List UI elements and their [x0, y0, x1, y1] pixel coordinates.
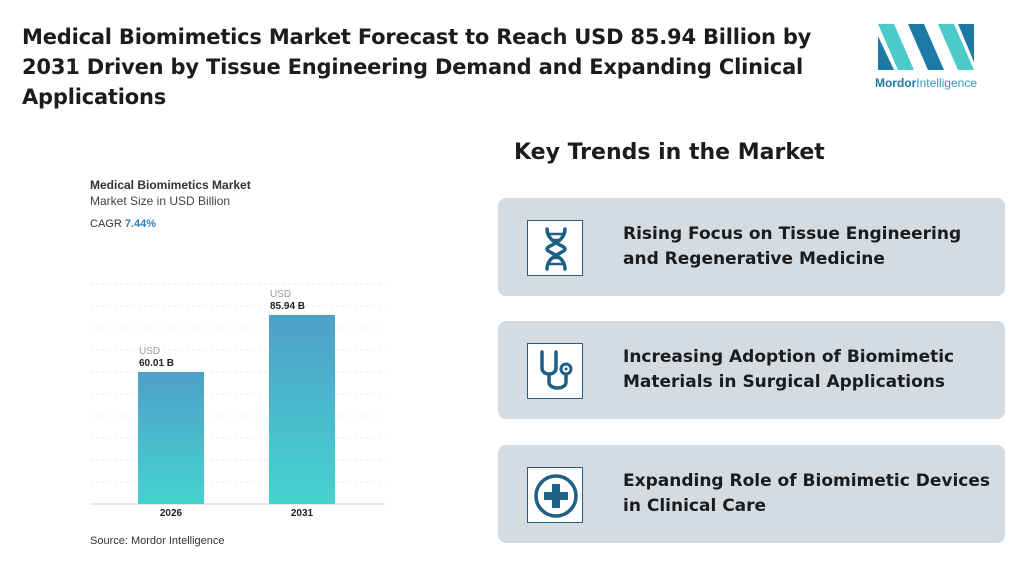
trend-text-3: Expanding Role of Biomimetic Devices in …: [623, 471, 991, 516]
cagr-label-text: CAGR: [90, 218, 122, 230]
trend-text-2: Increasing Adoption of Biomimetic Materi…: [623, 347, 955, 392]
bar-2031: [269, 314, 335, 504]
trend-card-tissue-engineering: Rising Focus on Tissue Engineering and R…: [498, 198, 1005, 296]
trend-text-1: Rising Focus on Tissue Engineering and R…: [623, 224, 962, 269]
value-prefix-2026: USD: [139, 346, 160, 357]
x-tick-label-2026: 2026: [160, 508, 183, 519]
mordor-intelligence-logo: MordorIntelligence: [866, 20, 986, 94]
trends-title: Key Trends in the Market: [514, 140, 825, 165]
chart-source: Source: Mordor Intelligence: [90, 535, 225, 547]
cagr-label: CAGR 7.44%: [90, 218, 156, 230]
value-label-2026: 60.01 B: [139, 358, 174, 369]
chart-title: Medical Biomimetics Market: [90, 178, 251, 192]
x-tick-label-2031: 2031: [291, 508, 314, 519]
cagr-value: 7.44%: [124, 218, 157, 230]
trend-card-surgical-materials: Increasing Adoption of Biomimetic Materi…: [498, 321, 1005, 419]
page-title: Medical Biomimetics Market Forecast to R…: [22, 25, 812, 109]
logo-mark-icon: [878, 24, 974, 70]
medical-cross-icon: [527, 467, 583, 523]
logo-word-2: Intelligence: [916, 76, 978, 90]
dna-icon: [527, 220, 583, 276]
trend-card-clinical-care: Expanding Role of Biomimetic Devices in …: [498, 445, 1005, 543]
bar-2026: [138, 371, 204, 504]
value-prefix-2031: USD: [270, 289, 291, 300]
stethoscope-icon: [527, 343, 583, 399]
chart-subtitle: Market Size in USD Billion: [90, 194, 231, 208]
value-label-2031: 85.94 B: [270, 301, 305, 312]
logo-word-1: Mordor: [874, 76, 917, 90]
